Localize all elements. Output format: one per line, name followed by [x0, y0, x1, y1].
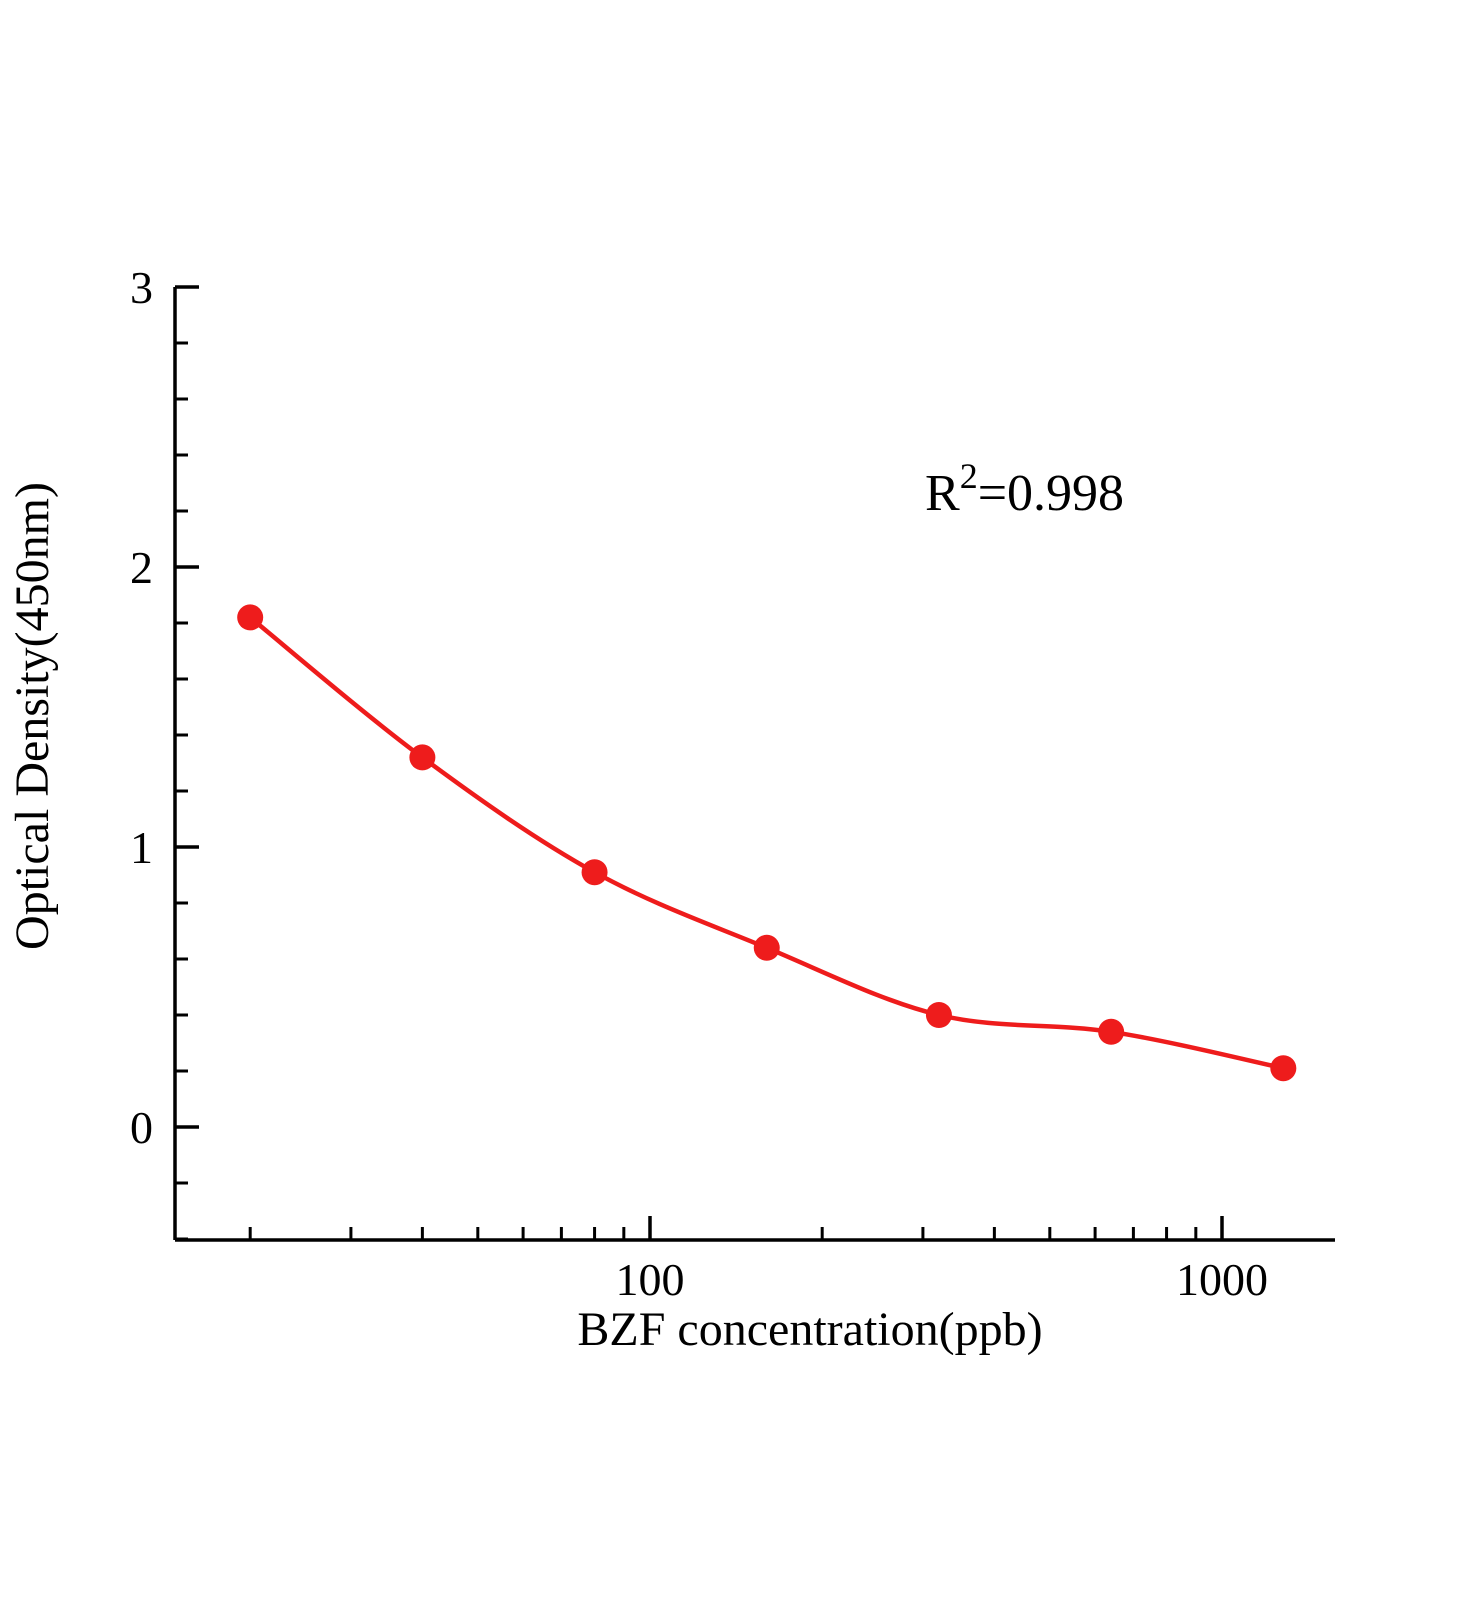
r-squared-annotation: R2=0.998 [925, 456, 1124, 522]
annotation-base: R [925, 465, 960, 522]
data-point [581, 859, 608, 886]
data-point [1098, 1018, 1125, 1045]
y-tick-label: 0 [130, 1102, 153, 1153]
data-point [409, 744, 436, 771]
data-point [1270, 1055, 1297, 1082]
x-axis-title: BZF concentration(ppb) [577, 1303, 1042, 1356]
y-axis-title: Optical Density(450nm) [6, 482, 59, 950]
x-tick-label: 100 [616, 1254, 685, 1305]
x-tick-label: 1000 [1176, 1254, 1268, 1305]
annotation-superscript: 2 [960, 456, 978, 496]
y-tick-label: 2 [130, 542, 153, 593]
y-tick-label: 3 [130, 262, 153, 313]
y-tick-label: 1 [130, 822, 153, 873]
data-point [753, 934, 780, 961]
data-point [925, 1002, 952, 1028]
data-point [237, 604, 264, 631]
plot-area: 0 1 2 3 100 1000 [130, 262, 1335, 1305]
fit-curve [247, 615, 1286, 1071]
annotation-rest: =0.998 [978, 465, 1124, 522]
